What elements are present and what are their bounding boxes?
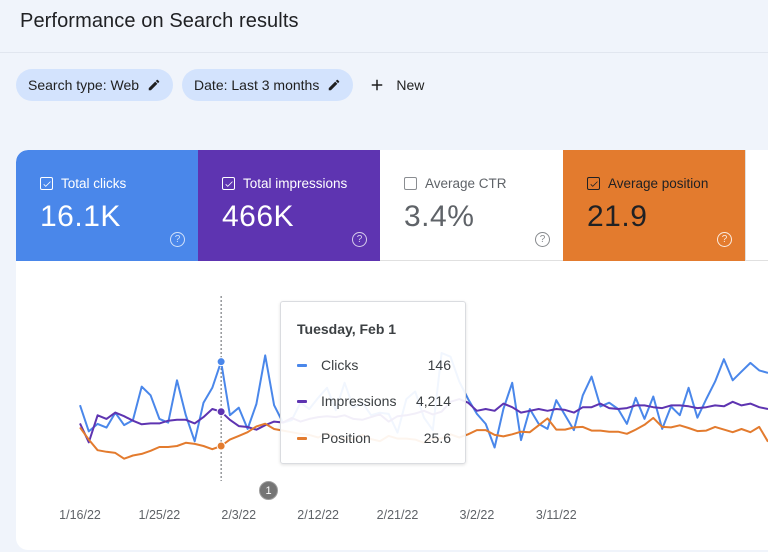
tooltip-row-position: Position 25.6 (297, 430, 451, 448)
annotation-marker[interactable]: 1 (259, 481, 278, 500)
checkbox-checked-icon[interactable] (587, 177, 600, 190)
total-clicks-value: 16.1K (40, 200, 121, 233)
x-axis-tick-label: 2/21/22 (377, 508, 419, 522)
highlight-point-impressions (216, 407, 226, 417)
tooltip-row-value: 4,214 (415, 393, 451, 409)
highlight-point-clicks (216, 357, 226, 367)
average-ctr-value: 3.4% (404, 200, 475, 233)
tooltip-swatch (297, 437, 307, 440)
tooltip-row-value: 25.6 (423, 430, 451, 446)
checkbox-checked-icon[interactable] (222, 177, 235, 190)
total-impressions-label: Total impressions (243, 176, 348, 191)
filter-bar: Search type: Web Date: Last 3 months New (16, 69, 434, 101)
total-impressions-metric[interactable]: Total impressions 466K ? (198, 150, 380, 261)
x-axis-tick-label: 3/2/22 (460, 508, 495, 522)
date-filter-chip[interactable]: Date: Last 3 months (182, 69, 354, 101)
tooltip-row-impressions: Impressions 4,214 (297, 393, 451, 411)
help-icon[interactable]: ? (170, 232, 185, 247)
help-icon[interactable]: ? (352, 232, 367, 247)
page-title: Performance on Search results (20, 10, 299, 32)
new-filter-button[interactable]: New (362, 69, 434, 101)
help-icon[interactable]: ? (535, 232, 550, 247)
help-icon[interactable]: ? (717, 232, 732, 247)
plus-icon (368, 76, 386, 94)
checkbox-checked-icon[interactable] (40, 177, 53, 190)
average-position-metric[interactable]: Average position 21.9 ? (563, 150, 745, 261)
search-type-filter-label: Search type: Web (28, 77, 140, 93)
checkbox-unchecked-icon[interactable] (404, 177, 417, 190)
search-type-filter-chip[interactable]: Search type: Web (16, 69, 174, 101)
x-axis-tick-label: 3/11/22 (536, 508, 577, 522)
tooltip-swatch (297, 400, 307, 403)
tooltip-swatch (297, 364, 307, 367)
tooltip-row-value: 146 (427, 357, 451, 373)
tooltip-date: Tuesday, Feb 1 (297, 321, 397, 337)
edit-pencil-icon[interactable] (327, 78, 341, 92)
total-clicks-label: Total clicks (61, 176, 127, 191)
edit-pencil-icon[interactable] (147, 78, 161, 92)
chart-tooltip: Tuesday, Feb 1 Clicks 146 Impressions 4,… (280, 301, 466, 464)
average-position-value: 21.9 (587, 200, 648, 233)
highlight-point-position (216, 441, 226, 451)
tooltip-row-name: Clicks (321, 357, 359, 373)
date-filter-label: Date: Last 3 months (194, 77, 320, 93)
tooltip-row-name: Impressions (321, 393, 397, 409)
total-impressions-value: 466K (222, 200, 295, 233)
metric-tabs: Total clicks 16.1K ? Total impressions 4… (16, 150, 768, 261)
average-position-label: Average position (608, 176, 709, 191)
new-filter-label: New (396, 77, 425, 93)
x-axis-tick-label: 1/25/22 (139, 508, 181, 522)
metric-tab-edge (745, 150, 768, 261)
tooltip-row-name: Position (321, 430, 371, 446)
average-ctr-metric[interactable]: Average CTR 3.4% ? (380, 150, 563, 261)
tooltip-row-clicks: Clicks 146 (297, 357, 451, 375)
x-axis-tick-label: 1/16/22 (59, 508, 101, 522)
average-ctr-label: Average CTR (425, 176, 507, 191)
title-divider (0, 52, 768, 53)
total-clicks-metric[interactable]: Total clicks 16.1K ? (16, 150, 198, 261)
x-axis-tick-label: 2/3/22 (221, 508, 256, 522)
x-axis-tick-label: 2/12/22 (297, 508, 339, 522)
